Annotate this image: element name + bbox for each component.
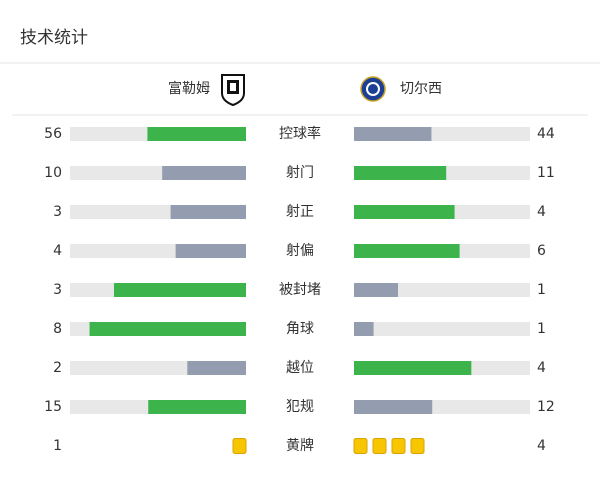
home-value: 2 bbox=[53, 360, 62, 376]
stat-label: 控球率 bbox=[279, 125, 321, 142]
away-bar bbox=[354, 322, 374, 336]
home-value: 3 bbox=[53, 204, 62, 220]
stat-label: 射门 bbox=[286, 165, 314, 181]
home-value: 56 bbox=[44, 126, 62, 142]
home-bar bbox=[148, 400, 246, 414]
away-value: 11 bbox=[537, 165, 555, 181]
away-bar bbox=[354, 205, 455, 219]
away-value: 12 bbox=[537, 399, 555, 415]
away-card bbox=[372, 438, 387, 454]
home-bar bbox=[175, 244, 246, 258]
away-value: 4 bbox=[537, 438, 546, 454]
home-bar bbox=[147, 127, 246, 141]
home-bar bbox=[187, 361, 246, 375]
away-card bbox=[391, 438, 406, 454]
panel-title: 技术统计 bbox=[20, 28, 88, 48]
home-bar bbox=[114, 283, 246, 297]
away-value: 6 bbox=[537, 243, 546, 259]
away-bar bbox=[354, 127, 432, 141]
away-value: 1 bbox=[537, 321, 546, 337]
away-value: 1 bbox=[537, 282, 546, 298]
home-value: 10 bbox=[44, 165, 62, 181]
away-value: 4 bbox=[537, 360, 546, 376]
away-bar bbox=[354, 361, 472, 375]
home-logo bbox=[221, 74, 245, 107]
home-value: 8 bbox=[53, 321, 62, 337]
away-team-name: 切尔西 bbox=[400, 81, 442, 97]
stat-label: 越位 bbox=[286, 360, 314, 376]
away-card bbox=[410, 438, 425, 454]
home-value: 4 bbox=[53, 243, 62, 259]
away-value: 44 bbox=[537, 126, 555, 142]
bar-track bbox=[354, 322, 530, 336]
stat-label: 犯规 bbox=[286, 399, 314, 415]
home-card bbox=[232, 438, 247, 454]
stat-label: 射偏 bbox=[286, 243, 314, 259]
stat-label: 角球 bbox=[286, 321, 314, 337]
away-value: 4 bbox=[537, 204, 546, 220]
home-value: 1 bbox=[53, 438, 62, 454]
home-bar bbox=[170, 205, 246, 219]
home-team-name: 富勒姆 bbox=[168, 80, 210, 97]
home-bar bbox=[162, 166, 246, 180]
home-bar bbox=[89, 322, 246, 336]
away-bar bbox=[354, 400, 433, 414]
home-value: 3 bbox=[53, 282, 62, 298]
stat-label: 黄牌 bbox=[286, 437, 314, 454]
away-card bbox=[353, 438, 368, 454]
away-bar bbox=[354, 166, 447, 180]
away-logo bbox=[360, 76, 386, 102]
home-value: 15 bbox=[44, 399, 62, 415]
stat-label: 射正 bbox=[286, 204, 314, 220]
away-bar bbox=[354, 244, 460, 258]
away-bar bbox=[354, 283, 398, 297]
stat-label: 被封堵 bbox=[279, 282, 321, 298]
